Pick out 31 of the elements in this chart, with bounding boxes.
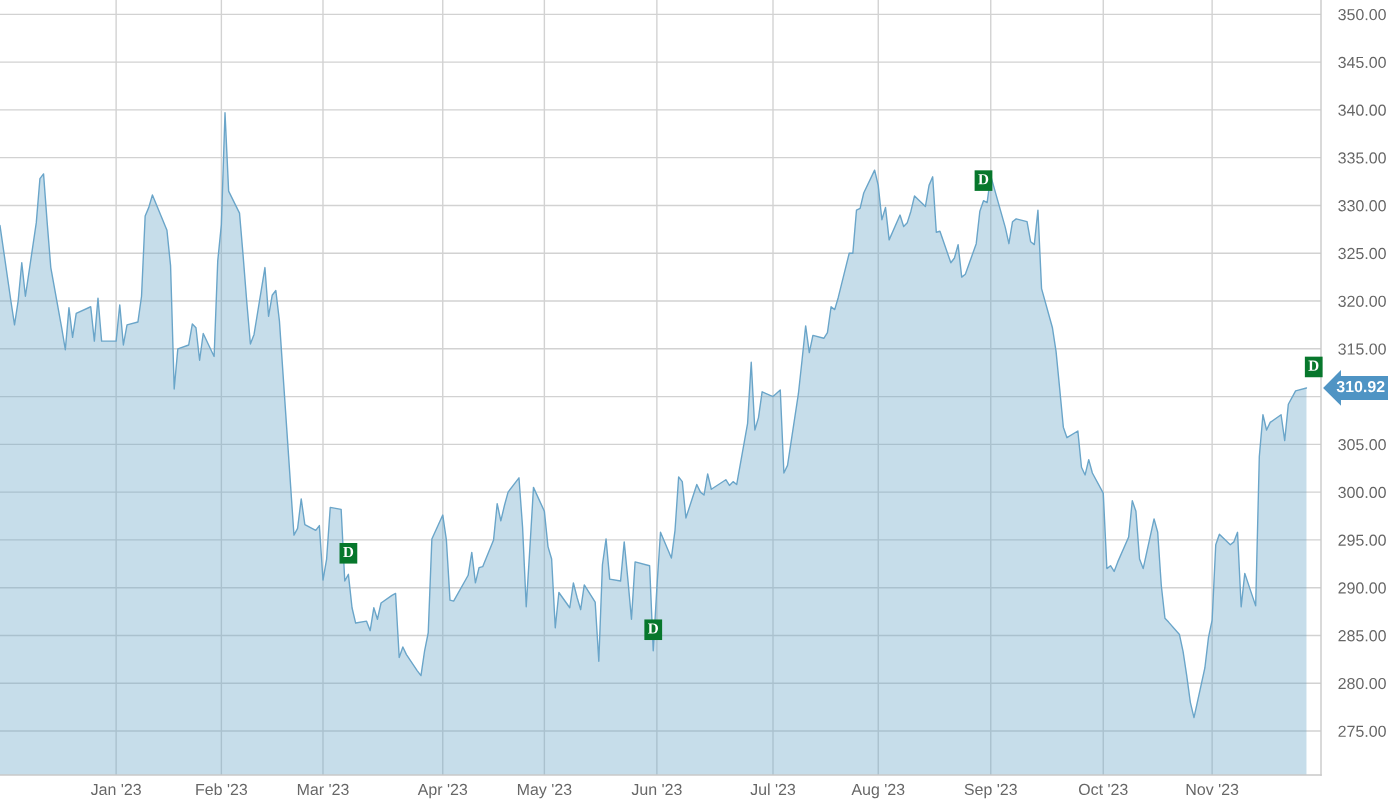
y-tick-label: 290.00 [1338, 582, 1386, 594]
x-tick-label: Jul '23 [750, 783, 796, 796]
y-tick-label: 275.00 [1338, 725, 1386, 737]
text: 310.92 [1336, 380, 1385, 393]
y-tick-label: 325.00 [1338, 247, 1386, 260]
y-tick-label: 295.00 [1338, 534, 1386, 546]
y-tick-label: 280.00 [1338, 677, 1386, 690]
y-tick-label: 345.00 [1338, 56, 1386, 69]
x-tick-label: Jun '23 [631, 783, 682, 796]
x-tick-label: Apr '23 [417, 783, 468, 799]
x-tick-label: Nov '23 [1186, 783, 1239, 796]
annotation: D [343, 546, 354, 557]
x-tick-label: Sep '23 [964, 783, 1017, 799]
y-tick-label: 300.00 [1338, 486, 1386, 499]
x-tick-label: Feb '23 [196, 783, 248, 796]
annotation: D [1308, 360, 1319, 371]
x-tick-label: Mar '23 [297, 783, 349, 796]
annotation: D [647, 623, 659, 634]
y-tick-label: 285.00 [1338, 630, 1386, 642]
x-tick-label: Jan '23 [90, 783, 141, 796]
annotation: D [978, 174, 989, 185]
y-tick-label: 315.00 [1338, 343, 1386, 355]
y-tick-label: 330.00 [1338, 200, 1386, 212]
y-tick-label: 305.00 [1338, 438, 1386, 451]
y-tick-label: 320.00 [1338, 295, 1386, 307]
y-tick-label: 335.00 [1338, 152, 1386, 164]
y-tick-label: 340.00 [1338, 104, 1386, 116]
y-tick-label: 350.00 [1338, 8, 1386, 21]
x-tick-label: Oct '23 [1078, 783, 1128, 796]
x-tick-label: Aug '23 [851, 783, 905, 799]
x-tick-label: May '23 [517, 783, 572, 799]
